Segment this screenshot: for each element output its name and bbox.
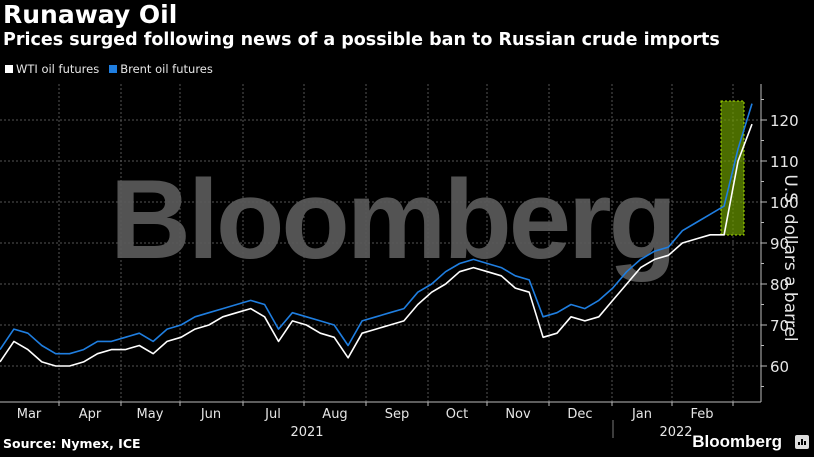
year-label: 2021 <box>290 425 323 440</box>
x-tick-label: Jun <box>200 407 221 422</box>
chart-title: Runaway Oil <box>3 0 178 29</box>
y-tick-label: 80 <box>770 276 789 294</box>
highlight-box <box>720 100 745 236</box>
x-tick-label: Aug <box>322 407 347 422</box>
y-tick-label: 70 <box>770 317 789 335</box>
y-tick-label: 60 <box>770 358 789 376</box>
brent-line <box>0 103 753 355</box>
wti-line <box>0 123 753 367</box>
chart-subtitle: Prices surged following news of a possib… <box>3 30 720 50</box>
series-lines <box>0 103 753 367</box>
x-tick-label: May <box>137 407 164 422</box>
legend-item-wti: WTI oil futures <box>5 62 99 76</box>
y-axis-label: U.S. dollars a barrel <box>780 174 800 342</box>
y-tick-label: 100 <box>770 194 799 212</box>
brent-swatch-icon <box>109 65 118 73</box>
x-tick-label: Nov <box>505 407 531 422</box>
source-note: Source: Nymex, ICE <box>3 436 141 451</box>
y-tick-label: 90 <box>770 235 789 253</box>
bloomberg-logo: Bloomberg <box>692 432 782 451</box>
y-tick-label: 110 <box>770 153 799 171</box>
gridlines <box>0 84 761 402</box>
x-tick-label: Jan <box>631 407 652 422</box>
x-tick-label: Dec <box>567 407 592 422</box>
y-tick-label: 120 <box>770 112 799 130</box>
x-tick-label: Apr <box>79 407 102 422</box>
watermark: Bloomberg <box>110 157 674 282</box>
x-tick-label: Sep <box>385 407 410 422</box>
legend-label-brent: Brent oil futures <box>120 62 213 76</box>
x-tick-label: Oct <box>446 407 468 422</box>
axes: 60 70 80 90 100 110 120 Mar Apr May Jun Jul Aug Sep Oc… <box>0 84 799 440</box>
legend-item-brent: Brent oil futures <box>109 62 213 76</box>
x-tick-label: Feb <box>690 407 713 422</box>
bloomberg-chart-icon <box>795 435 809 449</box>
wti-swatch-icon <box>5 65 13 73</box>
legend-label-wti: WTI oil futures <box>16 62 100 76</box>
year-label: 2022 <box>659 425 692 440</box>
x-tick-label: Jul <box>264 407 281 422</box>
legend: WTI oil futures Brent oil futures <box>5 62 213 76</box>
x-tick-label: Mar <box>17 407 42 422</box>
